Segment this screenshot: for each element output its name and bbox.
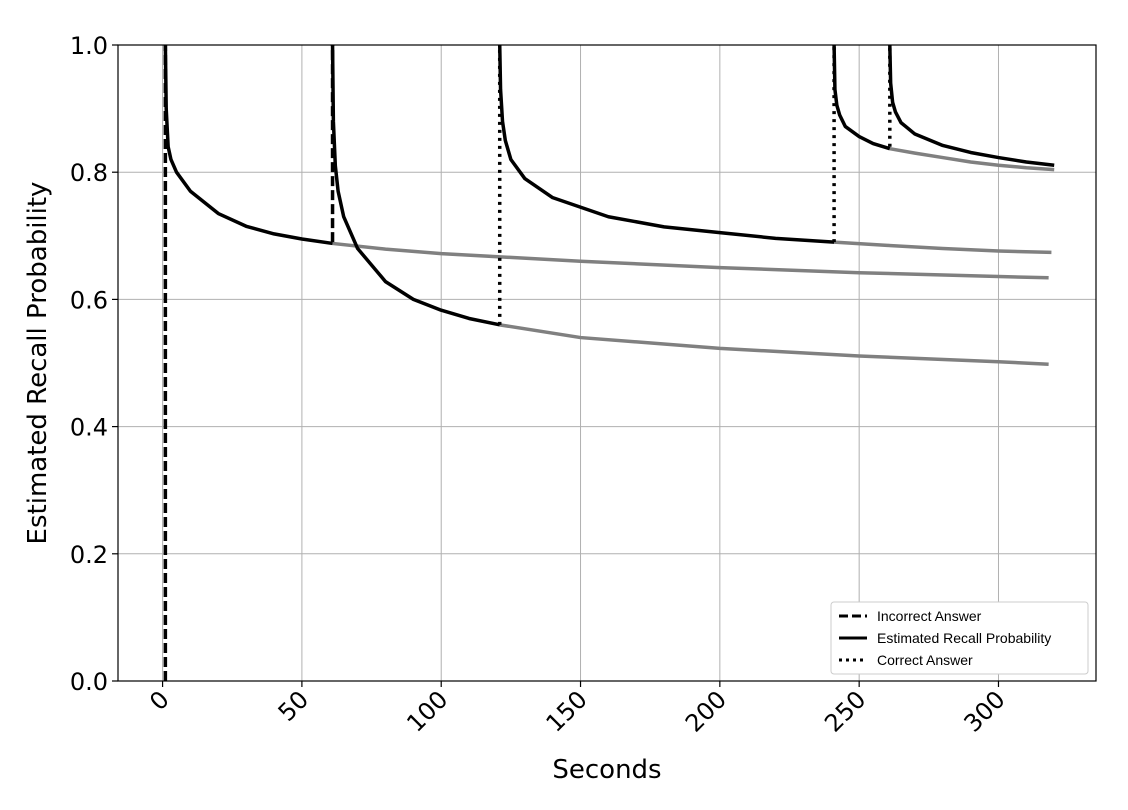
x-tick-label: 50: [273, 685, 314, 726]
x-tick-label: 100: [401, 685, 453, 737]
legend: Incorrect Answer Estimated Recall Probab…: [830, 601, 1089, 675]
x-tick-label: 300: [959, 685, 1011, 737]
projected-recall-curve: [889, 146, 1055, 172]
estimated-recall-curve: [888, 44, 1055, 167]
y-tick-label: 0.2: [70, 541, 108, 569]
x-tick-label: 200: [680, 685, 732, 737]
series-layer: [163, 44, 1055, 367]
legend-label-estimated: Estimated Recall Probability: [877, 630, 1051, 646]
review-events-layer: [163, 45, 892, 681]
projected-recall-curve: [332, 241, 1049, 280]
legend-label-correct: Correct Answer: [877, 652, 973, 668]
y-tick-label: 0.0: [70, 668, 108, 696]
plot-frame: [117, 44, 1097, 682]
y-tick-label: 1.0: [70, 32, 108, 60]
legend-box: [830, 601, 1089, 675]
y-tick-label: 0.8: [70, 159, 108, 187]
x-tick-label: 150: [541, 685, 593, 737]
estimated-recall-curve: [832, 44, 891, 151]
projected-recall-curve: [499, 323, 1049, 367]
grid-lines: [118, 44, 1096, 682]
projected-recall-curve: [833, 240, 1052, 255]
x-tick-label: 250: [819, 685, 871, 737]
estimated-recall-curve: [497, 44, 835, 244]
y-tick-label: 0.4: [70, 414, 108, 442]
y-tick-label: 0.6: [70, 286, 108, 314]
y-axis-label: Estimated Recall Probability: [23, 182, 53, 545]
x-tick-label: 0: [144, 685, 175, 716]
legend-label-incorrect: Incorrect Answer: [877, 608, 982, 624]
x-axis-label: Seconds: [552, 755, 661, 785]
estimated-recall-curve: [330, 44, 501, 327]
estimated-recall-curve: [163, 44, 333, 246]
